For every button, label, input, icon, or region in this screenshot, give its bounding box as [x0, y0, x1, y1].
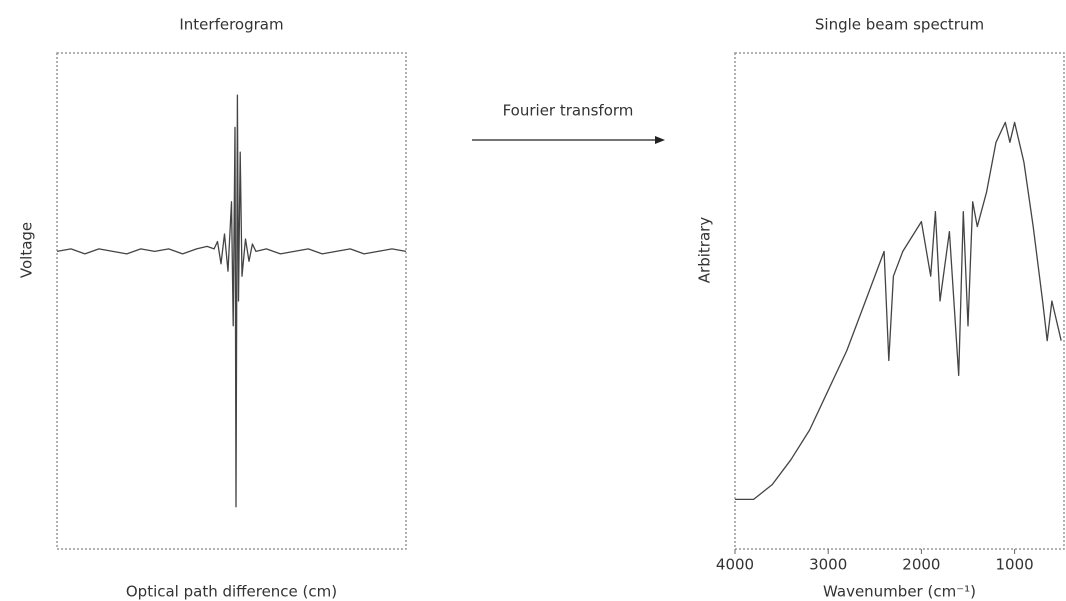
x-tick-label: 2000 — [902, 556, 940, 574]
data-line — [735, 121, 1062, 501]
plot-frame — [56, 52, 407, 550]
chart-title: Single beam spectrum — [815, 16, 984, 34]
arrow-head — [655, 136, 665, 144]
x-tick-label: 4000 — [716, 556, 754, 574]
data-line — [56, 94, 407, 508]
annotation: Fourier transform — [503, 102, 634, 120]
y-axis-label: Arbitrary — [696, 217, 714, 284]
x-tick-label: 1000 — [996, 556, 1034, 574]
x-tick-label: 3000 — [809, 556, 847, 574]
chart-title: Interferogram — [179, 16, 283, 34]
y-axis-label: Voltage — [18, 222, 36, 278]
plot-frame — [734, 52, 1065, 550]
x-axis-label: Optical path difference (cm) — [126, 583, 337, 601]
x-axis-label: Wavenumber (cm⁻¹) — [823, 583, 976, 601]
